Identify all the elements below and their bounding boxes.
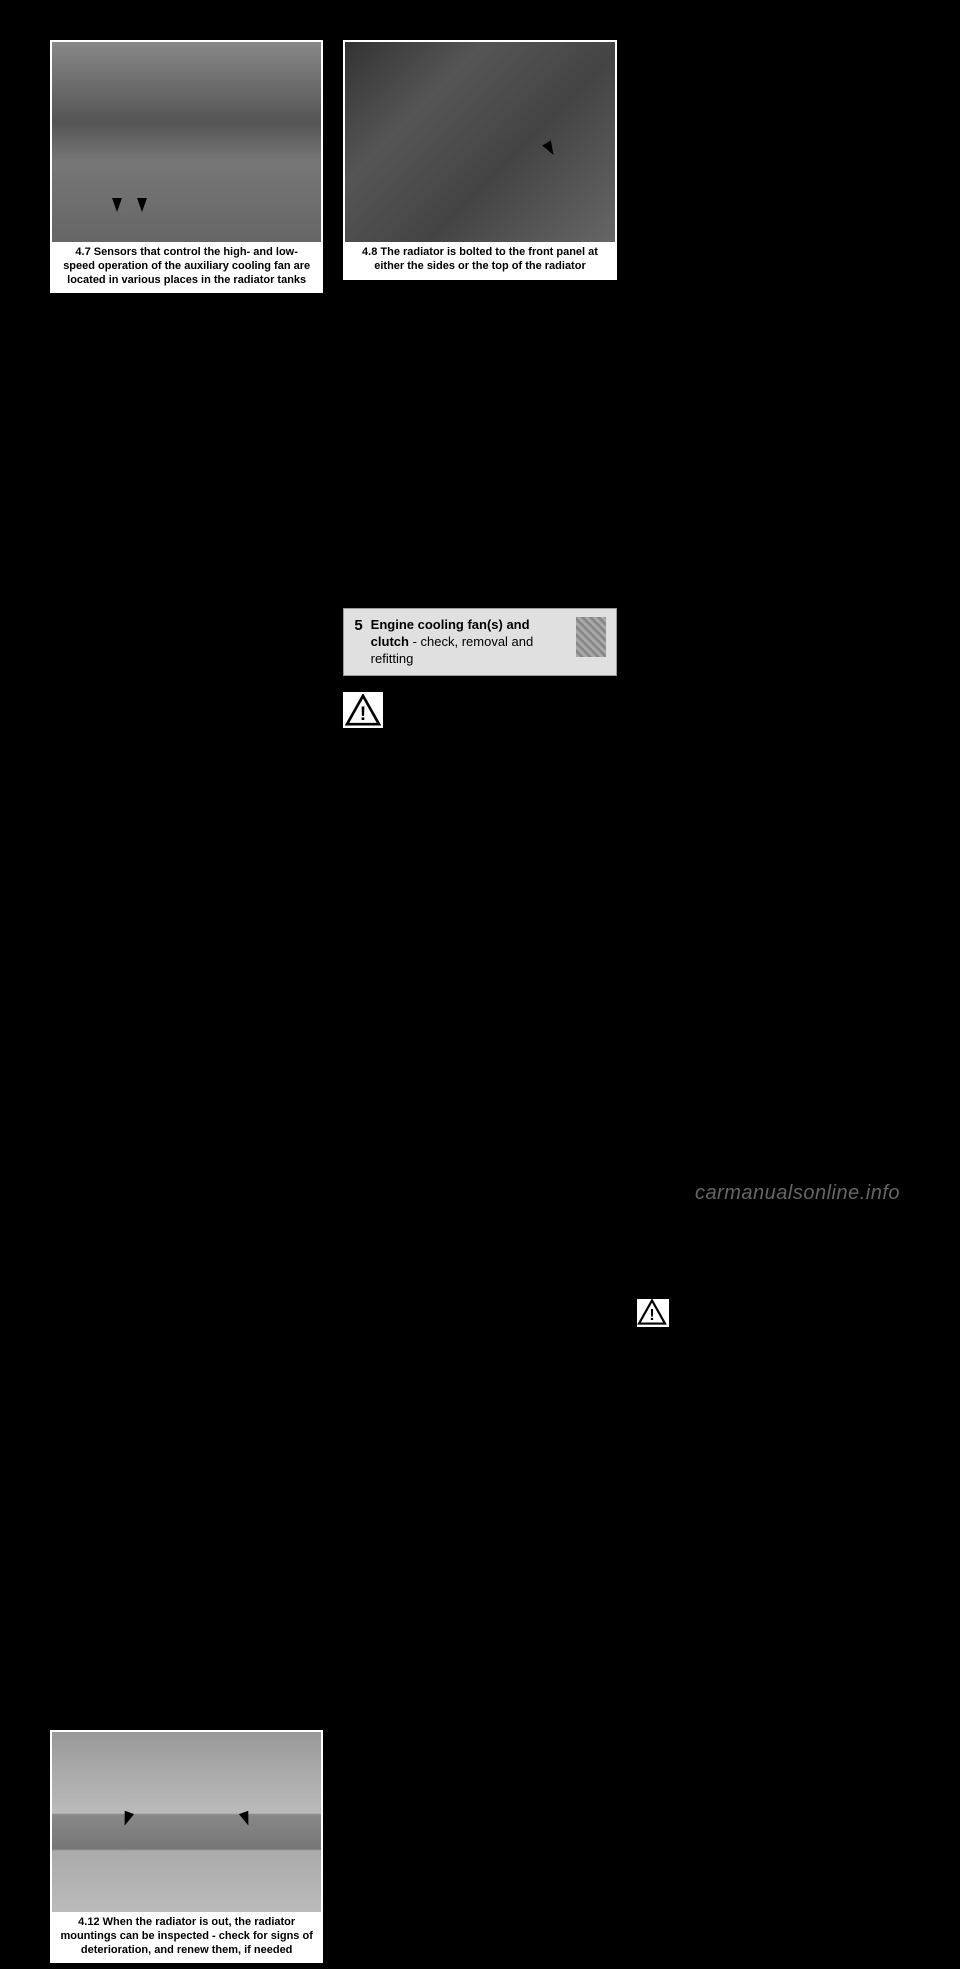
figure-4-8: 4.8 The radiator is bolted to the front …: [343, 40, 616, 280]
column-2: 4.8 The radiator is bolted to the front …: [343, 40, 616, 1969]
difficulty-wrench-icon: [576, 617, 606, 657]
column-3: Lorem ipsum dolor sit amet, consectetur …: [637, 40, 910, 1969]
figure-4-7: 4.7 Sensors that control the high- and l…: [50, 40, 323, 293]
column-1: 4.7 Sensors that control the high- and l…: [50, 40, 323, 1969]
svg-text:!: !: [649, 1307, 654, 1324]
svg-text:!: !: [360, 703, 367, 725]
section-5-number: 5: [354, 617, 362, 634]
figure-4-8-caption: 4.8 The radiator is bolted to the front …: [345, 242, 614, 278]
warning-box-1: ! Warning: To avoid possible injury or d…: [343, 692, 616, 753]
figure-4-12: 4.12 When the radiator is out, the radia…: [50, 1730, 323, 1963]
watermark: carmanualsonline.info: [695, 1182, 900, 1205]
figure-4-7-caption: 4.7 Sensors that control the high- and l…: [52, 242, 321, 291]
warning-inline-wrap: ! Warning: To avoid injury, keep fingers…: [637, 1299, 910, 1345]
figure-4-12-image: [52, 1732, 321, 1912]
section-5-heading: 5 Engine cooling fan(s) and clutch - che…: [343, 608, 616, 677]
section-5-title: Engine cooling fan(s) and clutch - check…: [371, 617, 568, 668]
warning-icon-inline: !: [637, 1299, 669, 1327]
figure-4-7-image: [52, 42, 321, 242]
figure-4-12-caption: 4.12 When the radiator is out, the radia…: [52, 1912, 321, 1961]
page-content: 4.7 Sensors that control the high- and l…: [50, 40, 910, 1969]
figure-4-8-image: [345, 42, 614, 242]
warning-icon: !: [343, 692, 383, 728]
